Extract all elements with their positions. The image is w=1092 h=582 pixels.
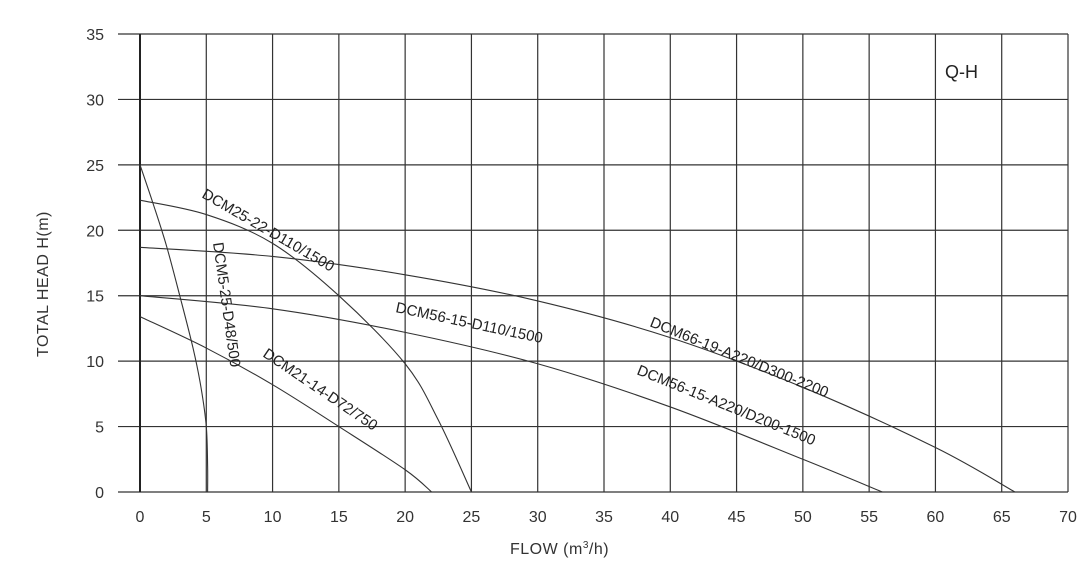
x-tick-label: 15 (330, 509, 348, 526)
x-tick-label: 30 (529, 509, 547, 526)
curve-label-dcm21-14: DCM21-14-D72/750 (260, 345, 381, 434)
x-tick-label: 55 (860, 509, 878, 526)
y-axis-ticks: 0 5 10 15 20 25 30 35 (86, 27, 104, 502)
y-tick-label: 20 (86, 223, 104, 240)
x-tick-label: 0 (136, 509, 145, 526)
curve-dcm25-22-d110-1500 (139, 199, 472, 493)
x-tick-label: 60 (927, 509, 945, 526)
y-tick-label: 0 (95, 485, 104, 502)
curve-dcm56-15-d110-1500 (139, 295, 883, 493)
x-tick-label: 35 (595, 509, 613, 526)
y-tick-label: 10 (86, 354, 104, 371)
curve-dcm21-14-d72-750 (139, 316, 433, 493)
y-tick-label: 5 (95, 420, 104, 437)
x-tick-label: 25 (463, 509, 481, 526)
y-tick-label: 25 (86, 158, 104, 175)
curve-label-dcm56-15-d110: DCM56-15-D110/1500 (394, 299, 544, 347)
chart-tag-q-h: Q-H (945, 62, 978, 82)
curve-dcm66-19-a220-d300-2200 (139, 246, 1016, 493)
x-tick-label: 20 (396, 509, 414, 526)
curve-dcm5-25-d48-500 (139, 164, 209, 493)
x-tick-label: 45 (728, 509, 746, 526)
x-tick-label: 65 (993, 509, 1011, 526)
x-tick-label: 50 (794, 509, 812, 526)
y-axis-title: TOTAL HEAD H(m) (35, 211, 52, 357)
x-tick-label: 10 (264, 509, 282, 526)
x-tick-label: 5 (202, 509, 211, 526)
x-axis-ticks: 0 5 10 15 20 25 30 35 40 45 50 55 60 65 70 (136, 509, 1077, 526)
curves (139, 164, 1016, 493)
x-axis-title: FLOW (m3/h) (510, 540, 609, 558)
grid (118, 33, 1069, 493)
x-tick-label: 40 (661, 509, 679, 526)
y-tick-label: 35 (86, 27, 104, 44)
x-tick-label: 70 (1059, 509, 1077, 526)
y-tick-label: 30 (86, 92, 104, 109)
y-tick-label: 15 (86, 289, 104, 306)
